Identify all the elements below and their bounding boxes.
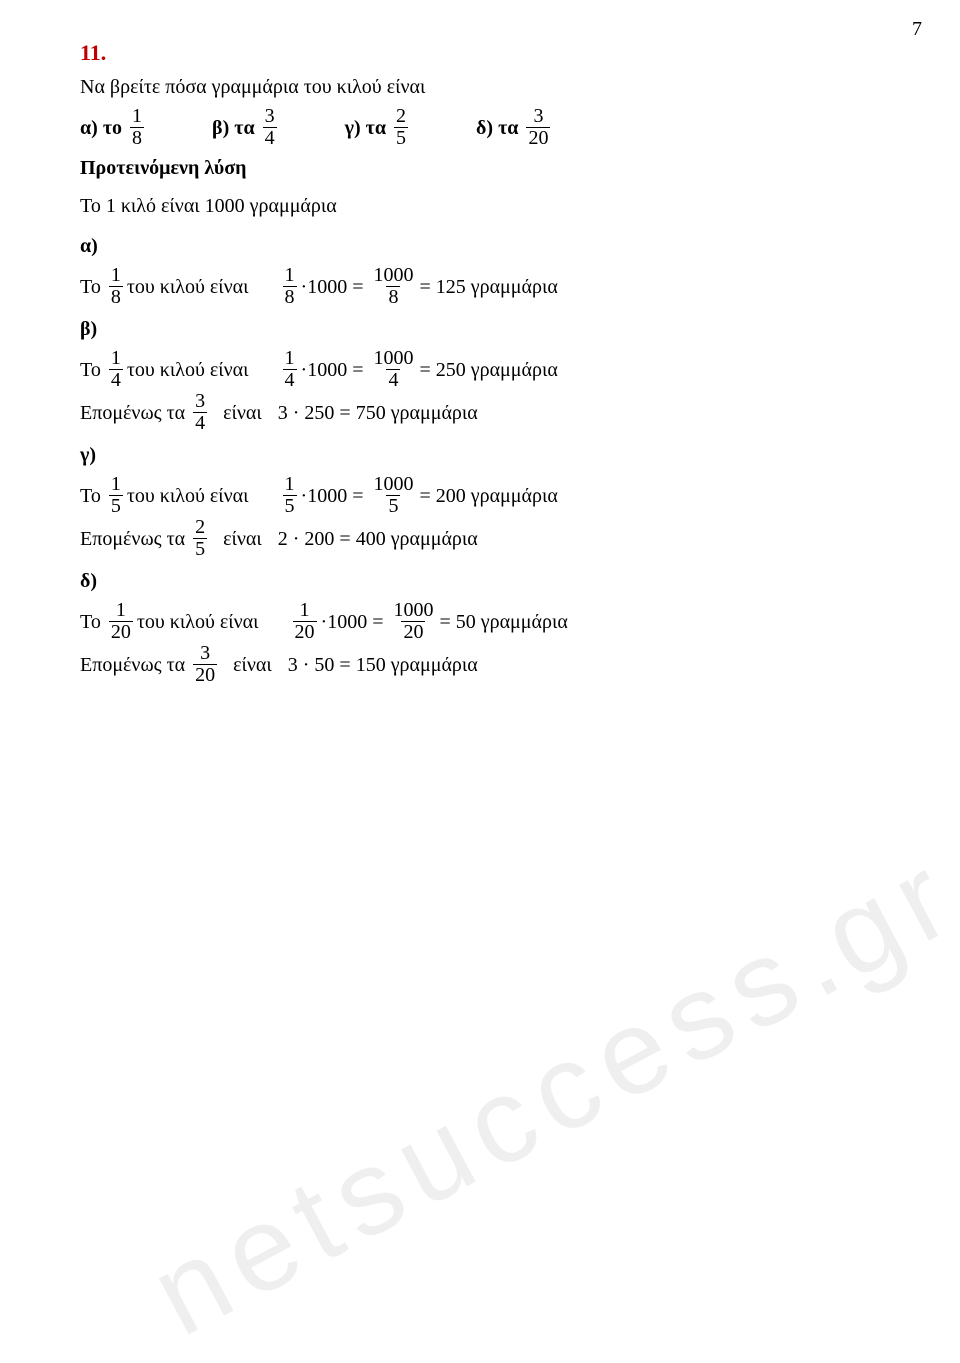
b-final: 3 · 250 = 750 γραμμάρια [278,394,478,432]
calc-b: Το 1 4 του κιλού είναι 1 4 ·1000 = 1000 … [80,348,900,391]
b-mul-frac: 1 4 [283,348,297,391]
page: 7 11. Να βρείτε πόσα γραμμάρια του κιλού… [0,0,960,1322]
a-big-frac: 1000 8 [371,265,415,308]
opt-a-frac: 1 8 [130,106,144,149]
b-result: = 250 γραμμάρια [419,351,557,389]
opt-b-frac: 3 4 [263,106,277,149]
label-a: α) [80,227,900,265]
d-unit-frac: 1 20 [109,600,133,643]
label-c: γ) [80,436,900,474]
d-mul-frac: 1 20 [293,600,317,643]
b-epi-frac: 3 4 [193,391,207,434]
calc-d-final: Επομένως τα 3 20 είναι 3 · 50 = 150 γραμ… [80,643,900,686]
calc-c-final: Επομένως τα 2 5 είναι 2 · 200 = 400 γραμ… [80,517,900,560]
c-epi-frac: 2 5 [193,517,207,560]
calc-a: Το 1 8 του κιλού είναι 1 8 ·1000 = 1000 … [80,265,900,308]
d-final: 3 · 50 = 150 γραμμάρια [288,646,478,684]
label-d: δ) [80,562,900,600]
opt-d-frac: 3 20 [526,106,550,149]
a-mul-frac: 1 8 [283,265,297,308]
b-big-frac: 1000 4 [371,348,415,391]
calc-c: Το 1 5 του κιλού είναι 1 5 ·1000 = 1000 … [80,474,900,517]
prompt-text: Να βρείτε πόσα γραμμάρια του κιλού είναι [80,68,425,106]
exercise-number: 11. [80,40,900,66]
opt-a-label: α) το [80,109,122,147]
c-result: = 200 γραμμάρια [419,477,557,515]
options-row: α) το 1 8 β) τα 3 4 γ) τα 2 5 δ) τα 3 20 [80,106,900,149]
opt-b-label: β) τα [212,109,255,147]
label-b: β) [80,310,900,348]
opt-c-frac: 2 5 [394,106,408,149]
d-result: = 50 γραμμάρια [439,603,567,641]
b-unit-frac: 1 4 [109,348,123,391]
c-unit-frac: 1 5 [109,474,123,517]
a-unit-frac: 1 8 [109,265,123,308]
opt-d-label: δ) τα [476,109,518,147]
opt-c-label: γ) τα [345,109,386,147]
solution-heading: Προτεινόμενη λύση [80,149,900,187]
d-epi-frac: 3 20 [193,643,217,686]
a-result: = 125 γραμμάρια [419,268,557,306]
c-final: 2 · 200 = 400 γραμμάρια [278,520,478,558]
d-big-frac: 1000 20 [391,600,435,643]
exercise-prompt: Να βρείτε πόσα γραμμάρια του κιλού είναι [80,68,900,106]
c-mul-frac: 1 5 [283,474,297,517]
c-big-frac: 1000 5 [371,474,415,517]
intro-line: Το 1 κιλό είναι 1000 γραμμάρια [80,187,900,225]
calc-b-final: Επομένως τα 3 4 είναι 3 · 250 = 750 γραμ… [80,391,900,434]
watermark: netsuccess.gr [129,823,960,1363]
calc-d: Το 1 20 του κιλού είναι 1 20 ·1000 = 100… [80,600,900,643]
page-number: 7 [912,18,922,41]
